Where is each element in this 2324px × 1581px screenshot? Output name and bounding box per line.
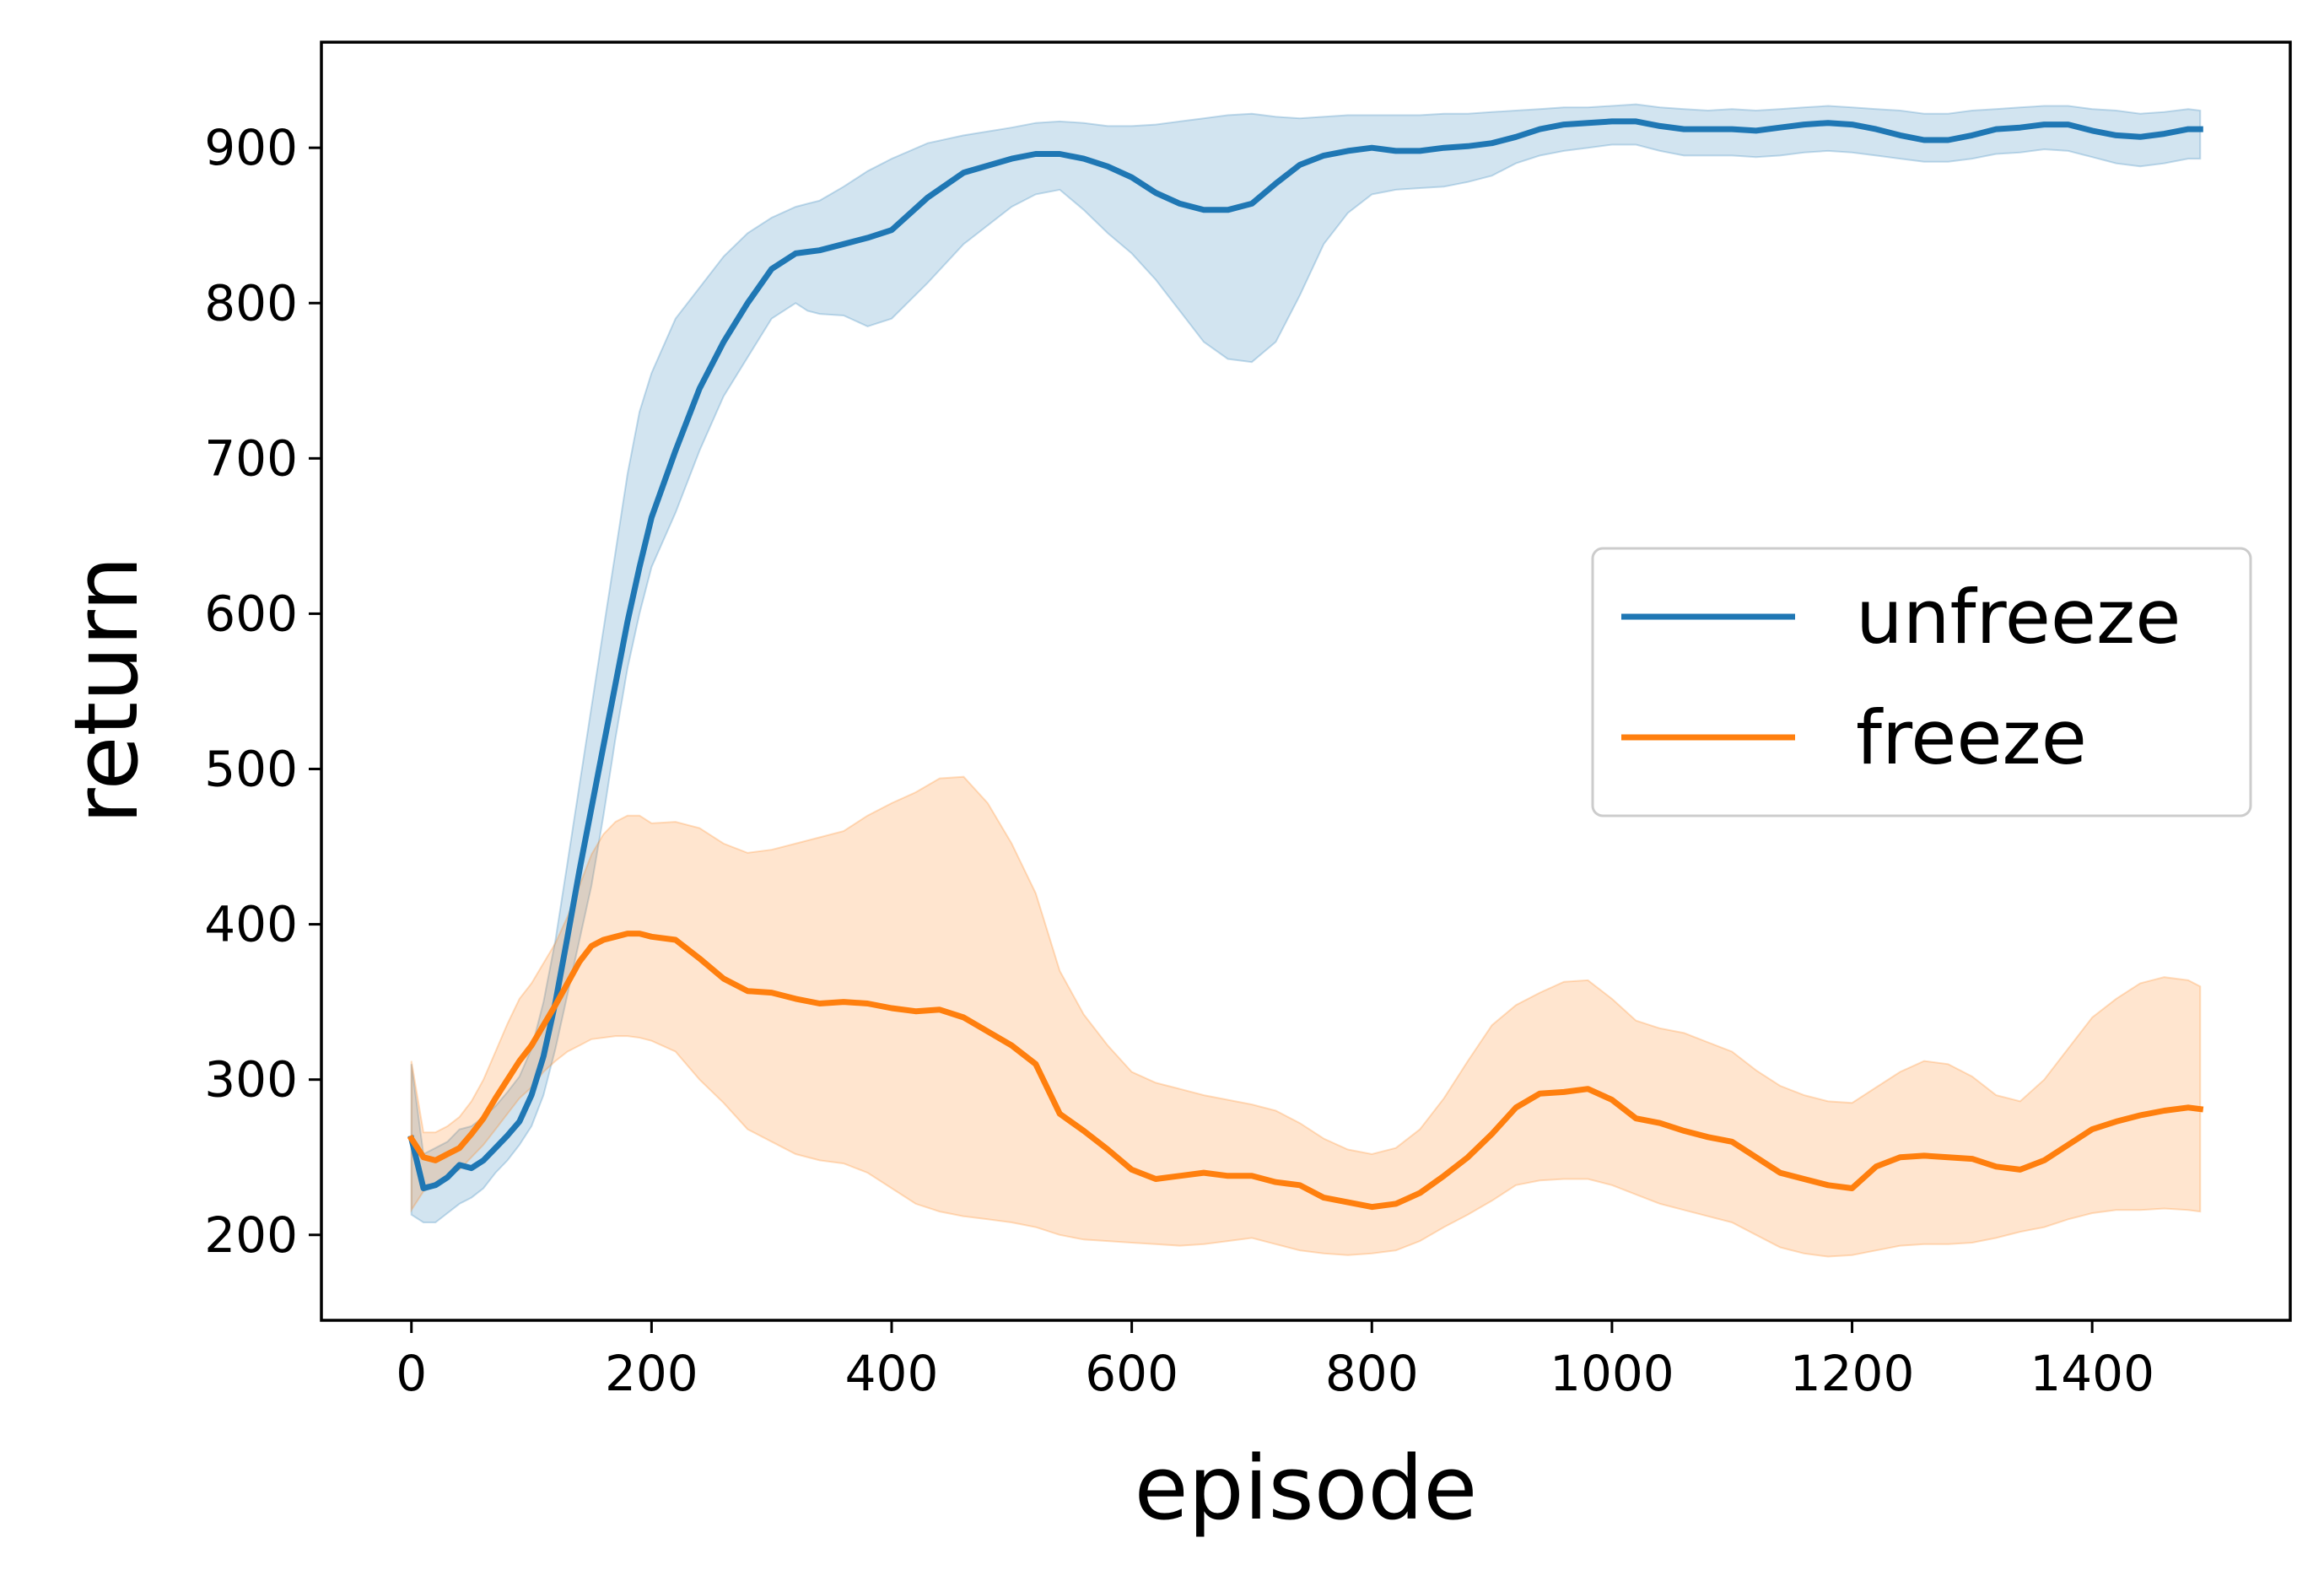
x-axis-title: episode (1135, 1437, 1478, 1540)
x-tick-label: 0 (396, 1345, 427, 1402)
plot-frame (320, 40, 2292, 1322)
legend: unfreeze freeze (1591, 547, 2252, 817)
x-tick-label: 1200 (1790, 1345, 1915, 1402)
y-axis-ticks: 200 300 400 500 600 700 800 900 (204, 119, 321, 1264)
x-tick-label: 200 (605, 1345, 698, 1402)
confidence-bands (410, 103, 2202, 1258)
x-tick-label: 1000 (1550, 1345, 1674, 1402)
y-tick-label: 500 (204, 741, 298, 798)
x-axis-ticks: 0 200 400 600 800 1000 1200 1400 (396, 1320, 2154, 1402)
y-tick-label: 800 (204, 274, 298, 332)
y-tick-label: 200 (204, 1206, 298, 1264)
band-unfreeze (410, 103, 2202, 1223)
y-tick-label: 400 (204, 896, 298, 953)
x-tick-label: 400 (845, 1345, 939, 1402)
legend-label-unfreeze: unfreeze (1856, 574, 2181, 661)
y-tick-label: 700 (204, 429, 298, 487)
x-tick-label: 1400 (2030, 1345, 2154, 1402)
band-freeze (410, 775, 2202, 1258)
legend-label-freeze: freeze (1856, 694, 2087, 781)
x-tick-label: 800 (1325, 1345, 1419, 1402)
series-lines (407, 118, 2204, 1211)
line-unfreeze (407, 118, 2203, 1191)
line-freeze (407, 931, 2204, 1211)
y-tick-label: 300 (204, 1051, 298, 1109)
y-tick-label: 600 (204, 585, 298, 642)
x-tick-label: 600 (1085, 1345, 1178, 1402)
y-tick-label: 900 (204, 119, 298, 176)
y-axis-title: return (55, 556, 158, 824)
